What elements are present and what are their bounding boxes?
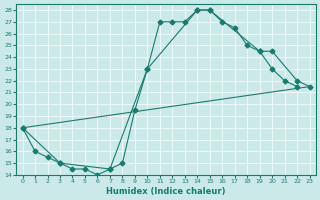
X-axis label: Humidex (Indice chaleur): Humidex (Indice chaleur) — [106, 187, 226, 196]
